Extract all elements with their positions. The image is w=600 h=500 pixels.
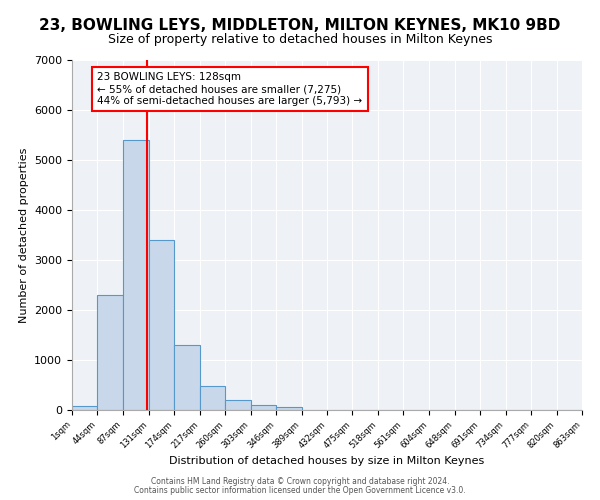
Text: Size of property relative to detached houses in Milton Keynes: Size of property relative to detached ho…: [108, 32, 492, 46]
Y-axis label: Number of detached properties: Number of detached properties: [19, 148, 29, 322]
Bar: [251, 405, 276, 410]
Bar: [276, 407, 302, 410]
Text: 23, BOWLING LEYS, MIDDLETON, MILTON KEYNES, MK10 9BD: 23, BOWLING LEYS, MIDDLETON, MILTON KEYN…: [40, 18, 560, 32]
Text: Contains HM Land Registry data © Crown copyright and database right 2024.: Contains HM Land Registry data © Crown c…: [151, 477, 449, 486]
Text: Contains public sector information licensed under the Open Government Licence v3: Contains public sector information licen…: [134, 486, 466, 495]
Bar: [175, 345, 200, 410]
Text: 23 BOWLING LEYS: 128sqm
← 55% of detached houses are smaller (7,275)
44% of semi: 23 BOWLING LEYS: 128sqm ← 55% of detache…: [97, 72, 362, 106]
X-axis label: Distribution of detached houses by size in Milton Keynes: Distribution of detached houses by size …: [169, 456, 485, 466]
Bar: [200, 386, 225, 410]
Bar: [149, 240, 175, 410]
Bar: [225, 400, 251, 410]
Bar: [72, 406, 97, 410]
Bar: [123, 140, 149, 410]
Bar: [97, 295, 123, 410]
